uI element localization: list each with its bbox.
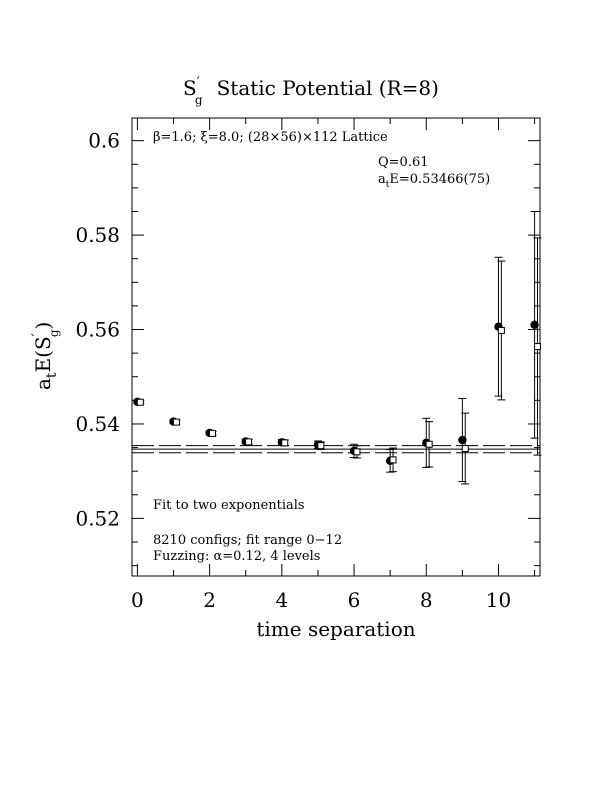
axis-ticks (132, 118, 540, 576)
y-axis-label: atE(S′g) (30, 322, 61, 390)
annotation-q: Q=0.61 (378, 155, 429, 170)
series-filled-circles (133, 210, 539, 483)
y-tick-label: 0.58 (75, 223, 120, 247)
data-point-square (209, 429, 217, 437)
x-tick-label: 2 (203, 588, 216, 612)
data-point-square (172, 418, 180, 426)
data-point-square (497, 326, 505, 334)
y-tick-labels: 0.52 0.54 0.56 0.58 0.6 (75, 129, 120, 531)
y-tick-label: 0.56 (75, 318, 120, 342)
data-point-circle (458, 435, 467, 445)
data-point-square (533, 343, 541, 351)
data-point-circle (530, 320, 539, 330)
x-tick-labels: 0 2 4 6 8 10 (131, 588, 511, 612)
data-point-square (353, 448, 361, 456)
x-axis-label: time separation (256, 617, 415, 641)
data-point-square (281, 439, 289, 447)
data-point-square (317, 442, 325, 450)
data-point-square (461, 445, 469, 453)
annotation-fuzzing: Fuzzing: α=0.12, 4 levels (153, 549, 320, 564)
x-tick-label: 0 (131, 588, 144, 612)
x-tick-label: 10 (486, 588, 511, 612)
annotation-energy: atE=0.53466(75) (378, 172, 490, 190)
data-point-square (245, 438, 253, 446)
x-tick-label: 6 (348, 588, 361, 612)
annotation-configs: 8210 configs; fit range 0−12 (153, 533, 342, 548)
fit-band (132, 445, 540, 454)
annotation-lattice: β=1.6; ξ=8.0; (28×56)×112 Lattice (153, 130, 388, 145)
chart-title: S′ g Static Potential (R=8) (183, 75, 439, 107)
annotation-fit-type: Fit to two exponentials (153, 498, 305, 513)
series-open-squares (136, 237, 542, 485)
y-tick-label: 0.52 (75, 506, 120, 530)
data-point-square (425, 440, 433, 448)
x-tick-label: 8 (420, 588, 433, 612)
y-tick-label: 0.54 (75, 412, 120, 436)
x-tick-label: 4 (275, 588, 288, 612)
data-point-square (136, 398, 144, 406)
y-tick-label: 0.6 (88, 129, 120, 153)
data-point-square (389, 456, 397, 464)
